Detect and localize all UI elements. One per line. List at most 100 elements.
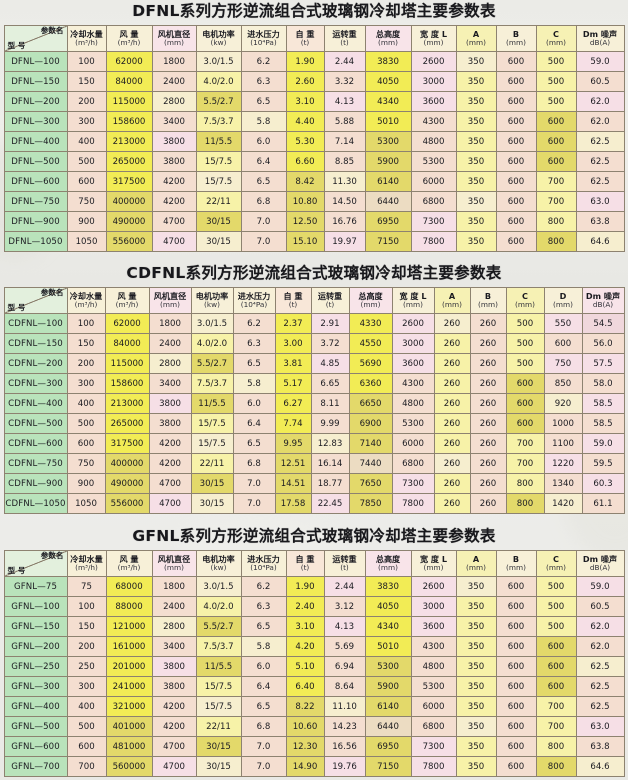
column-header: 运转重 (t)	[323, 550, 366, 578]
data-cell: 4200	[148, 433, 192, 455]
table-row: CDFNL—200 200 115000 2800 5.5/2.7 6.5 3.81 4.85…	[3, 353, 625, 375]
data-cell: 84000	[105, 71, 153, 93]
data-cell: 5.8	[240, 111, 287, 133]
data-cell: 700	[535, 716, 577, 738]
data-cell: 84000	[104, 333, 150, 355]
data-cell: 600	[505, 413, 545, 435]
data-cell: 317500	[105, 171, 153, 193]
column-header-name: 风 量	[119, 553, 139, 564]
data-cell: 3.32	[323, 71, 366, 93]
table-row: CDFNL—150 150 84000 2400 4.0/2.0 6.3 3.00 3.72 4…	[3, 333, 625, 355]
column-header-unit: (t)	[288, 299, 298, 309]
row-model-cell: GFNL—700	[3, 756, 68, 778]
data-cell: 4700	[148, 473, 192, 495]
column-header-unit: (mm)	[160, 299, 180, 309]
data-cell: 8.11	[310, 393, 350, 415]
data-cell: 4340	[364, 616, 412, 638]
data-cell: 350	[455, 91, 497, 113]
table-row: CDFNL—400 400 213000 3800 11/5.5 6.0 6.27 8.11 6…	[3, 393, 625, 415]
data-cell: 1.90	[285, 576, 325, 598]
table-title-gfnl: GFNL系列方形逆流组合式玻璃钢冷却塔主要参数表	[132, 527, 496, 545]
column-header-name: D	[559, 290, 567, 301]
data-cell: 7800	[410, 756, 457, 778]
data-cell: 2600	[391, 313, 435, 335]
table-corner-header: 参数名型 号	[3, 550, 68, 578]
corner-param-label: 参数名	[40, 551, 64, 561]
column-header-name: 冷却水量	[70, 28, 103, 39]
column-header-name: 宽 度 L	[420, 28, 447, 39]
data-cell: 4.0/2.0	[190, 333, 234, 355]
table-row: DFNL—900 900 490000 4700 30/15 7.0 12.50 16.76 6…	[3, 211, 625, 233]
data-cell: 1000	[543, 413, 583, 435]
data-cell: 6.5	[232, 433, 276, 455]
data-cell: 400	[66, 131, 107, 153]
data-cell: 400	[66, 393, 106, 415]
data-cell: 600	[535, 111, 577, 133]
data-cell: 265000	[104, 413, 150, 435]
data-cell: 3800	[148, 393, 192, 415]
data-cell: 500	[535, 71, 577, 93]
data-cell: 800	[535, 756, 577, 778]
row-model-cell: CDFNL—600	[3, 433, 68, 455]
data-cell: 350	[455, 616, 497, 638]
data-cell: 260	[469, 313, 507, 335]
data-cell: 1.90	[285, 51, 325, 73]
data-cell: 2.91	[310, 313, 350, 335]
column-header-unit: (t)	[300, 37, 310, 47]
data-cell: 62.5	[575, 131, 625, 153]
table-row: CDFNL—600 600 317500 4200 15/7.5 6.5 9.95 12.83…	[3, 433, 625, 455]
data-cell: 30/15	[190, 493, 234, 515]
data-cell: 600	[495, 111, 537, 133]
data-cell: 600	[495, 636, 537, 658]
column-header-name: 进水压力	[237, 290, 271, 301]
data-cell: 3400	[148, 373, 192, 395]
data-cell: 4800	[410, 131, 457, 153]
data-cell: 260	[433, 373, 471, 395]
data-cell: 115000	[104, 353, 150, 375]
data-cell: 600	[495, 756, 537, 778]
data-cell: 158600	[105, 111, 153, 133]
table-row: DFNL—600 600 317500 4200 15/7.5 6.5 8.42 11.30 6…	[3, 171, 625, 193]
column-header-unit: (t)	[340, 562, 349, 572]
column-header-unit: (mm)	[442, 299, 462, 309]
data-cell: 56.0	[581, 333, 625, 355]
data-cell: 2400	[148, 333, 192, 355]
data-cell: 15/7.5	[195, 676, 242, 698]
column-header: 自 重 (t)	[285, 25, 325, 53]
data-cell: 6.0	[240, 656, 287, 678]
data-cell: 4800	[410, 656, 457, 678]
data-cell: 600	[505, 373, 545, 395]
data-cell: 2800	[148, 353, 192, 375]
data-cell: 14.23	[323, 716, 366, 738]
data-cell: 6.8	[232, 453, 276, 475]
data-cell: 260	[433, 353, 471, 375]
data-cell: 350	[455, 71, 497, 93]
data-cell: 15/7.5	[195, 696, 242, 718]
data-cell: 5.10	[285, 656, 325, 678]
data-cell: 6.5	[240, 696, 287, 718]
data-cell: 1050	[66, 493, 106, 515]
data-cell: 400000	[105, 191, 153, 213]
data-cell: 161000	[105, 636, 153, 658]
data-cell: 6800	[410, 716, 457, 738]
table-row: GFNL—150 150 121000 2800 5.5/2.7 6.5 3.10 4.13 4…	[3, 616, 625, 638]
column-header: B (mm)	[495, 25, 537, 53]
corner-model-label: 型 号	[7, 40, 26, 50]
data-cell: 62.0	[575, 91, 625, 113]
data-cell: 300	[66, 373, 106, 395]
data-cell: 4.20	[285, 636, 325, 658]
column-header: 进水压力 (10⁴Pa)	[232, 287, 276, 315]
column-header: A (mm)	[455, 550, 497, 578]
data-cell: 10.80	[285, 191, 325, 213]
row-model-cell: CDFNL—400	[3, 393, 68, 415]
data-cell: 600	[495, 596, 537, 618]
table-row: CDFNL—1050 1050 556000 4700 30/15 7.0 17.58 22.…	[3, 493, 625, 515]
column-header: D (mm)	[543, 287, 583, 315]
column-header-name: B	[484, 290, 492, 301]
data-cell: 490000	[105, 211, 153, 233]
column-header-name: C	[553, 553, 559, 564]
data-cell: 2.44	[323, 51, 366, 73]
data-cell: 260	[469, 453, 507, 475]
table-row: GFNL—700 700 560000 4700 30/15 7.0 14.90 19.76 7…	[3, 756, 625, 778]
row-model-cell: DFNL—400	[3, 131, 68, 153]
